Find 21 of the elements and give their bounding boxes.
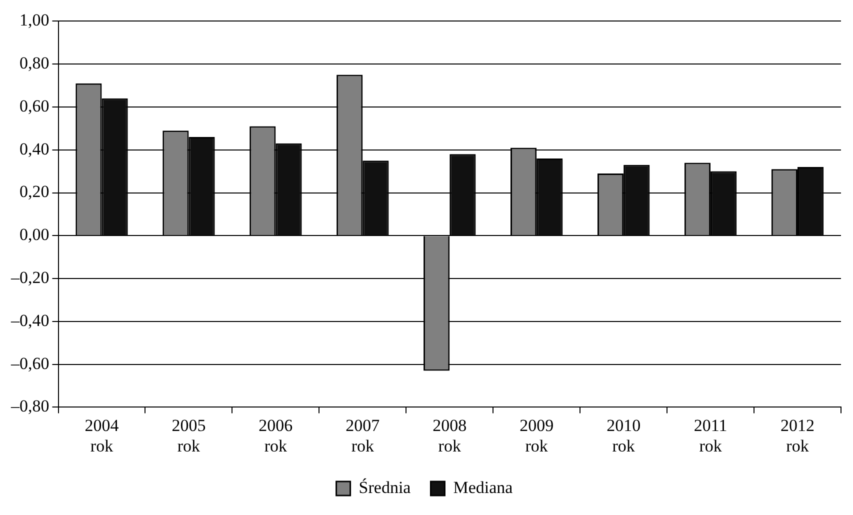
x-tick-label: 2011 rok xyxy=(694,416,728,456)
y-tick-label: –0,20 xyxy=(10,268,50,287)
x-tick-label: 2006 rok xyxy=(258,416,293,456)
y-tick-label: 0,60 xyxy=(20,96,50,116)
x-tick-label: 2004 rok xyxy=(84,416,120,456)
x-tick-label: 2005 rok xyxy=(172,416,206,456)
x-tick-label: 2012 rok xyxy=(780,416,815,456)
y-tick-label: –0,60 xyxy=(10,354,50,373)
y-tick-label: 0,00 xyxy=(20,225,50,244)
x-tick-label: 2010 rok xyxy=(606,416,641,456)
x-tick-label: 2008 rok xyxy=(432,416,467,456)
y-tick-label: –0,40 xyxy=(10,310,50,330)
y-tick-label: 0,80 xyxy=(20,54,50,73)
y-tick-label: 1,00 xyxy=(20,10,50,30)
legend-label: Mediana xyxy=(453,478,514,497)
legend-label: Średnia xyxy=(358,478,412,497)
x-tick-label: 2007 rok xyxy=(346,416,380,456)
y-tick-label: 0,20 xyxy=(20,182,50,202)
y-tick-label: –0,80 xyxy=(10,396,50,416)
x-tick-label: 2009 rok xyxy=(520,416,554,456)
y-tick-label: 0,40 xyxy=(20,139,50,158)
